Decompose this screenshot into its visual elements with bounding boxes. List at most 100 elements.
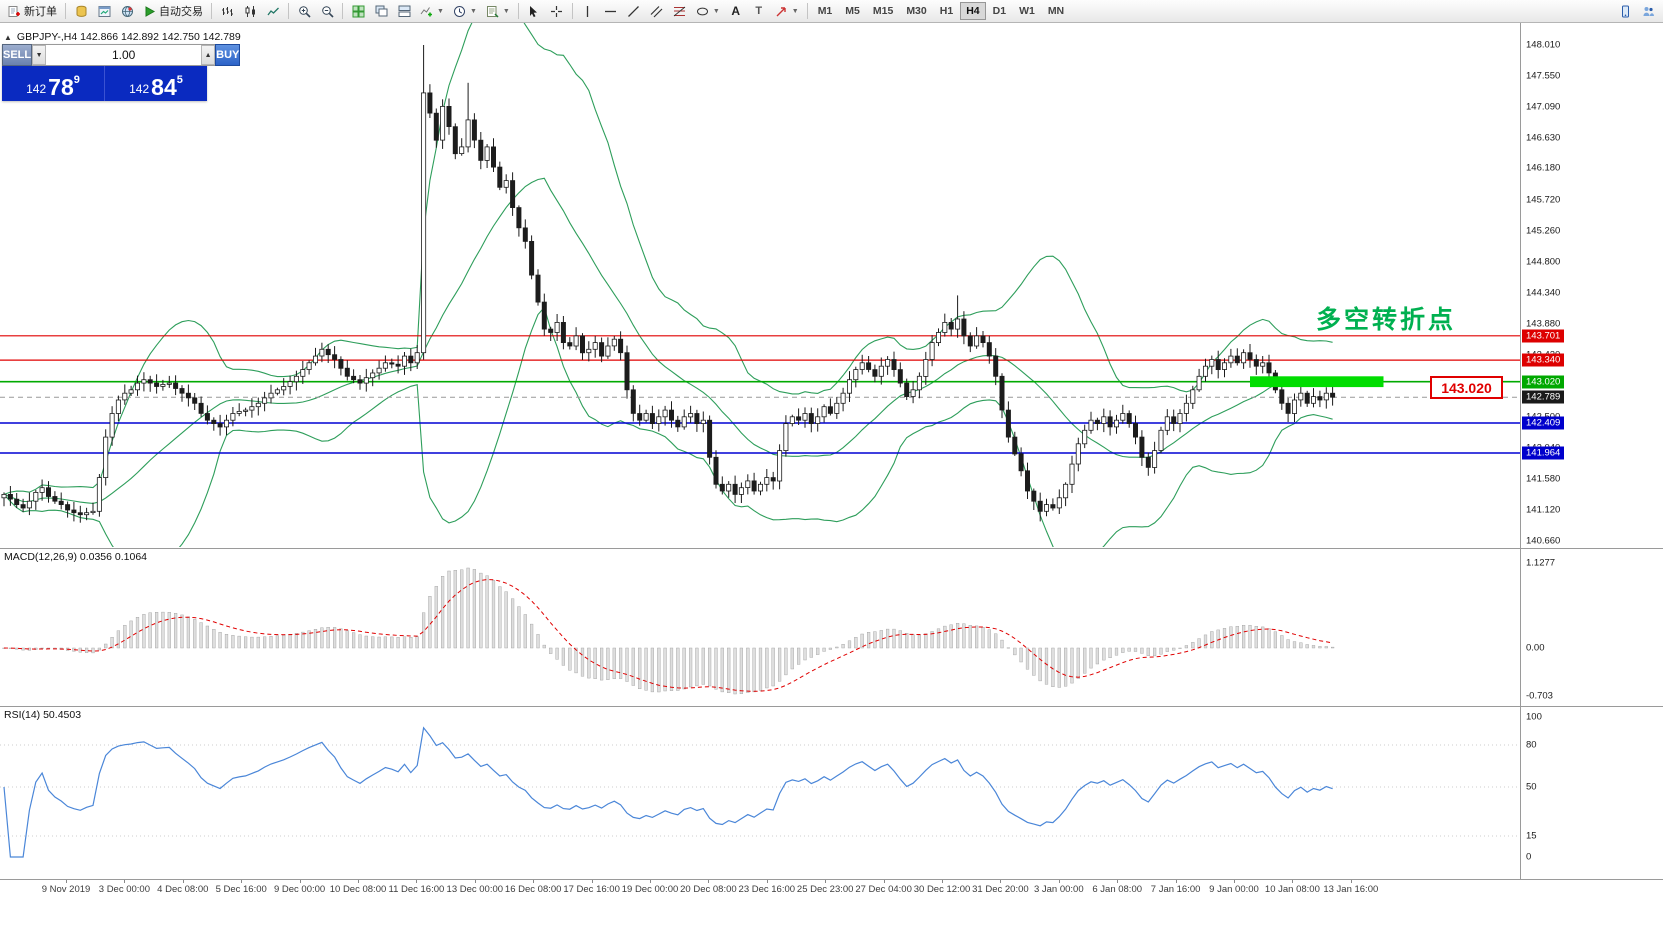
candlestick-chart-button[interactable] (239, 1, 261, 21)
time-tick (883, 880, 885, 883)
time-tick (124, 880, 126, 883)
time-label: 25 Dec 23:00 (796, 884, 854, 895)
time-label: 4 Dec 08:00 (157, 884, 209, 895)
timeframe-h1[interactable]: H1 (934, 2, 959, 20)
auto-trading-button[interactable]: 自动交易 (139, 1, 207, 21)
time-tick (1117, 880, 1119, 883)
history-center-button[interactable] (70, 1, 92, 21)
time-label: 27 Dec 04:00 (855, 884, 912, 895)
crosshair-button[interactable] (546, 1, 568, 21)
macd-panel[interactable] (0, 549, 1520, 706)
trendline-tool-button[interactable] (623, 1, 645, 21)
periods-button[interactable]: ▼ (449, 1, 481, 21)
dropdown-caret-icon: ▼ (791, 7, 799, 15)
candles[interactable] (1, 45, 1336, 523)
fibonacci-tool-button[interactable] (669, 1, 691, 21)
zoom-out-button[interactable] (316, 1, 338, 21)
rsi-axis[interactable]: 100 80 50 15 0 (1521, 707, 1663, 879)
annotation-text[interactable]: 多空转折点 (1316, 306, 1457, 334)
macd-axis-tick: 0.00 (1526, 642, 1545, 654)
bar-chart-button[interactable] (216, 1, 238, 21)
channel-tool-button[interactable] (646, 1, 668, 21)
cascade-windows-button[interactable] (370, 1, 392, 21)
arrange-windows-icon (398, 5, 410, 17)
cursor-icon (530, 5, 538, 17)
toolbar: 新订单 自动交易 ▼ ▼ (0, 0, 1663, 23)
tile-windows-button[interactable] (347, 1, 369, 21)
price-tick: 147.550 (1526, 70, 1561, 82)
line-chart-button[interactable] (262, 1, 284, 21)
symbol-info-bar: ▲ GBPJPY-,H4 142.866 142.892 142.750 142… (4, 31, 241, 43)
new-chart-button[interactable] (93, 1, 115, 21)
timeframe-m1[interactable]: M1 (812, 2, 839, 20)
time-label: 10 Jan 08:00 (1264, 884, 1320, 895)
collapse-trade-panel-icon[interactable]: ▲ (4, 32, 12, 42)
timeframe-w1[interactable]: W1 (1013, 2, 1041, 20)
main-price-chart[interactable] (0, 23, 1520, 547)
separator (806, 3, 808, 19)
arrow-icon (776, 6, 786, 16)
indicators-button[interactable]: ▼ (416, 1, 448, 21)
timeframe-h4[interactable]: H4 (960, 2, 986, 20)
vertical-line-tool-button[interactable] (577, 1, 599, 21)
time-label: 19 Dec 00:00 (621, 884, 679, 895)
dropdown-caret-icon: ▼ (469, 7, 477, 15)
timeframe-mn[interactable]: MN (1042, 2, 1070, 20)
cursor-button[interactable] (523, 1, 545, 21)
text-tool-button[interactable]: A (725, 1, 747, 21)
buy-price-display[interactable]: 142 84 5 (104, 66, 207, 101)
timeframe-d1[interactable]: D1 (987, 2, 1012, 20)
channel-icon (650, 5, 663, 17)
time-tick (416, 880, 418, 883)
timeframe-m5[interactable]: M5 (839, 2, 866, 20)
rsi-panel[interactable] (0, 707, 1520, 879)
price-callout[interactable]: 143.020 (1430, 376, 1503, 399)
dropdown-caret-icon: ▼ (712, 7, 720, 15)
lot-decrease-button[interactable]: ▼ (32, 45, 47, 65)
panel-splitter[interactable] (0, 706, 1663, 707)
panel-splitter[interactable] (0, 548, 1663, 549)
arrows-tool-button[interactable]: ▼ (771, 1, 803, 21)
time-label: 7 Jan 16:00 (1150, 884, 1201, 895)
fibonacci-icon (674, 6, 686, 16)
macd-axis[interactable]: 1.1277 0.00 -0.703 (1521, 549, 1663, 706)
price-tick: 145.260 (1526, 225, 1561, 237)
new-order-icon (8, 5, 20, 17)
templates-button[interactable]: ▼ (482, 1, 514, 21)
web-terminal-button[interactable] (116, 1, 138, 21)
timeframe-m30[interactable]: M30 (900, 2, 932, 20)
text-icon: A (731, 4, 741, 18)
mobile-app-button[interactable] (1614, 1, 1636, 21)
sell-button[interactable]: SELL (2, 44, 33, 66)
price-tick: 144.340 (1526, 287, 1561, 299)
buy-button[interactable]: BUY (215, 44, 241, 66)
time-label: 20 Dec 08:00 (680, 884, 737, 895)
price-axis[interactable]: 148.010 147.550 147.090 146.630 146.180 145.7… (1521, 23, 1663, 547)
arrange-windows-button[interactable] (393, 1, 415, 21)
lot-size-input[interactable] (46, 45, 202, 65)
price-level-label: 142.409 (1522, 416, 1565, 430)
text-label-tool-button[interactable]: T (748, 1, 770, 21)
time-label: 13 Dec 00:00 (446, 884, 504, 895)
sell-price-display[interactable]: 142 78 9 (2, 66, 104, 101)
time-label: 10 Dec 08:00 (329, 884, 387, 895)
lot-increase-button[interactable]: ▲ (201, 45, 216, 65)
time-tick (766, 880, 768, 883)
time-label: 6 Jan 08:00 (1092, 884, 1143, 895)
price-level-label: 143.701 (1522, 329, 1565, 343)
time-axis[interactable]: 9 Nov 2019 3 Dec 00:00 4 Dec 08:00 5 Dec 16… (0, 879, 1663, 919)
price-level-label: 143.020 (1522, 375, 1565, 389)
community-button[interactable] (1637, 1, 1659, 21)
horizontal-line-tool-button[interactable] (600, 1, 622, 21)
separator (65, 3, 66, 19)
time-label: 13 Jan 16:00 (1323, 884, 1379, 895)
highlight-rectangle[interactable] (1250, 376, 1384, 388)
timeframe-m15[interactable]: M15 (867, 2, 899, 20)
shapes-tool-button[interactable]: ▼ (692, 1, 724, 21)
dropdown-caret-icon: ▼ (437, 7, 444, 15)
sell-price-fraction: 9 (73, 74, 80, 86)
new-order-button[interactable]: 新订单 (4, 1, 61, 21)
rsi-line (3, 726, 1333, 858)
zoom-in-button[interactable] (293, 1, 315, 21)
time-tick (182, 880, 184, 883)
